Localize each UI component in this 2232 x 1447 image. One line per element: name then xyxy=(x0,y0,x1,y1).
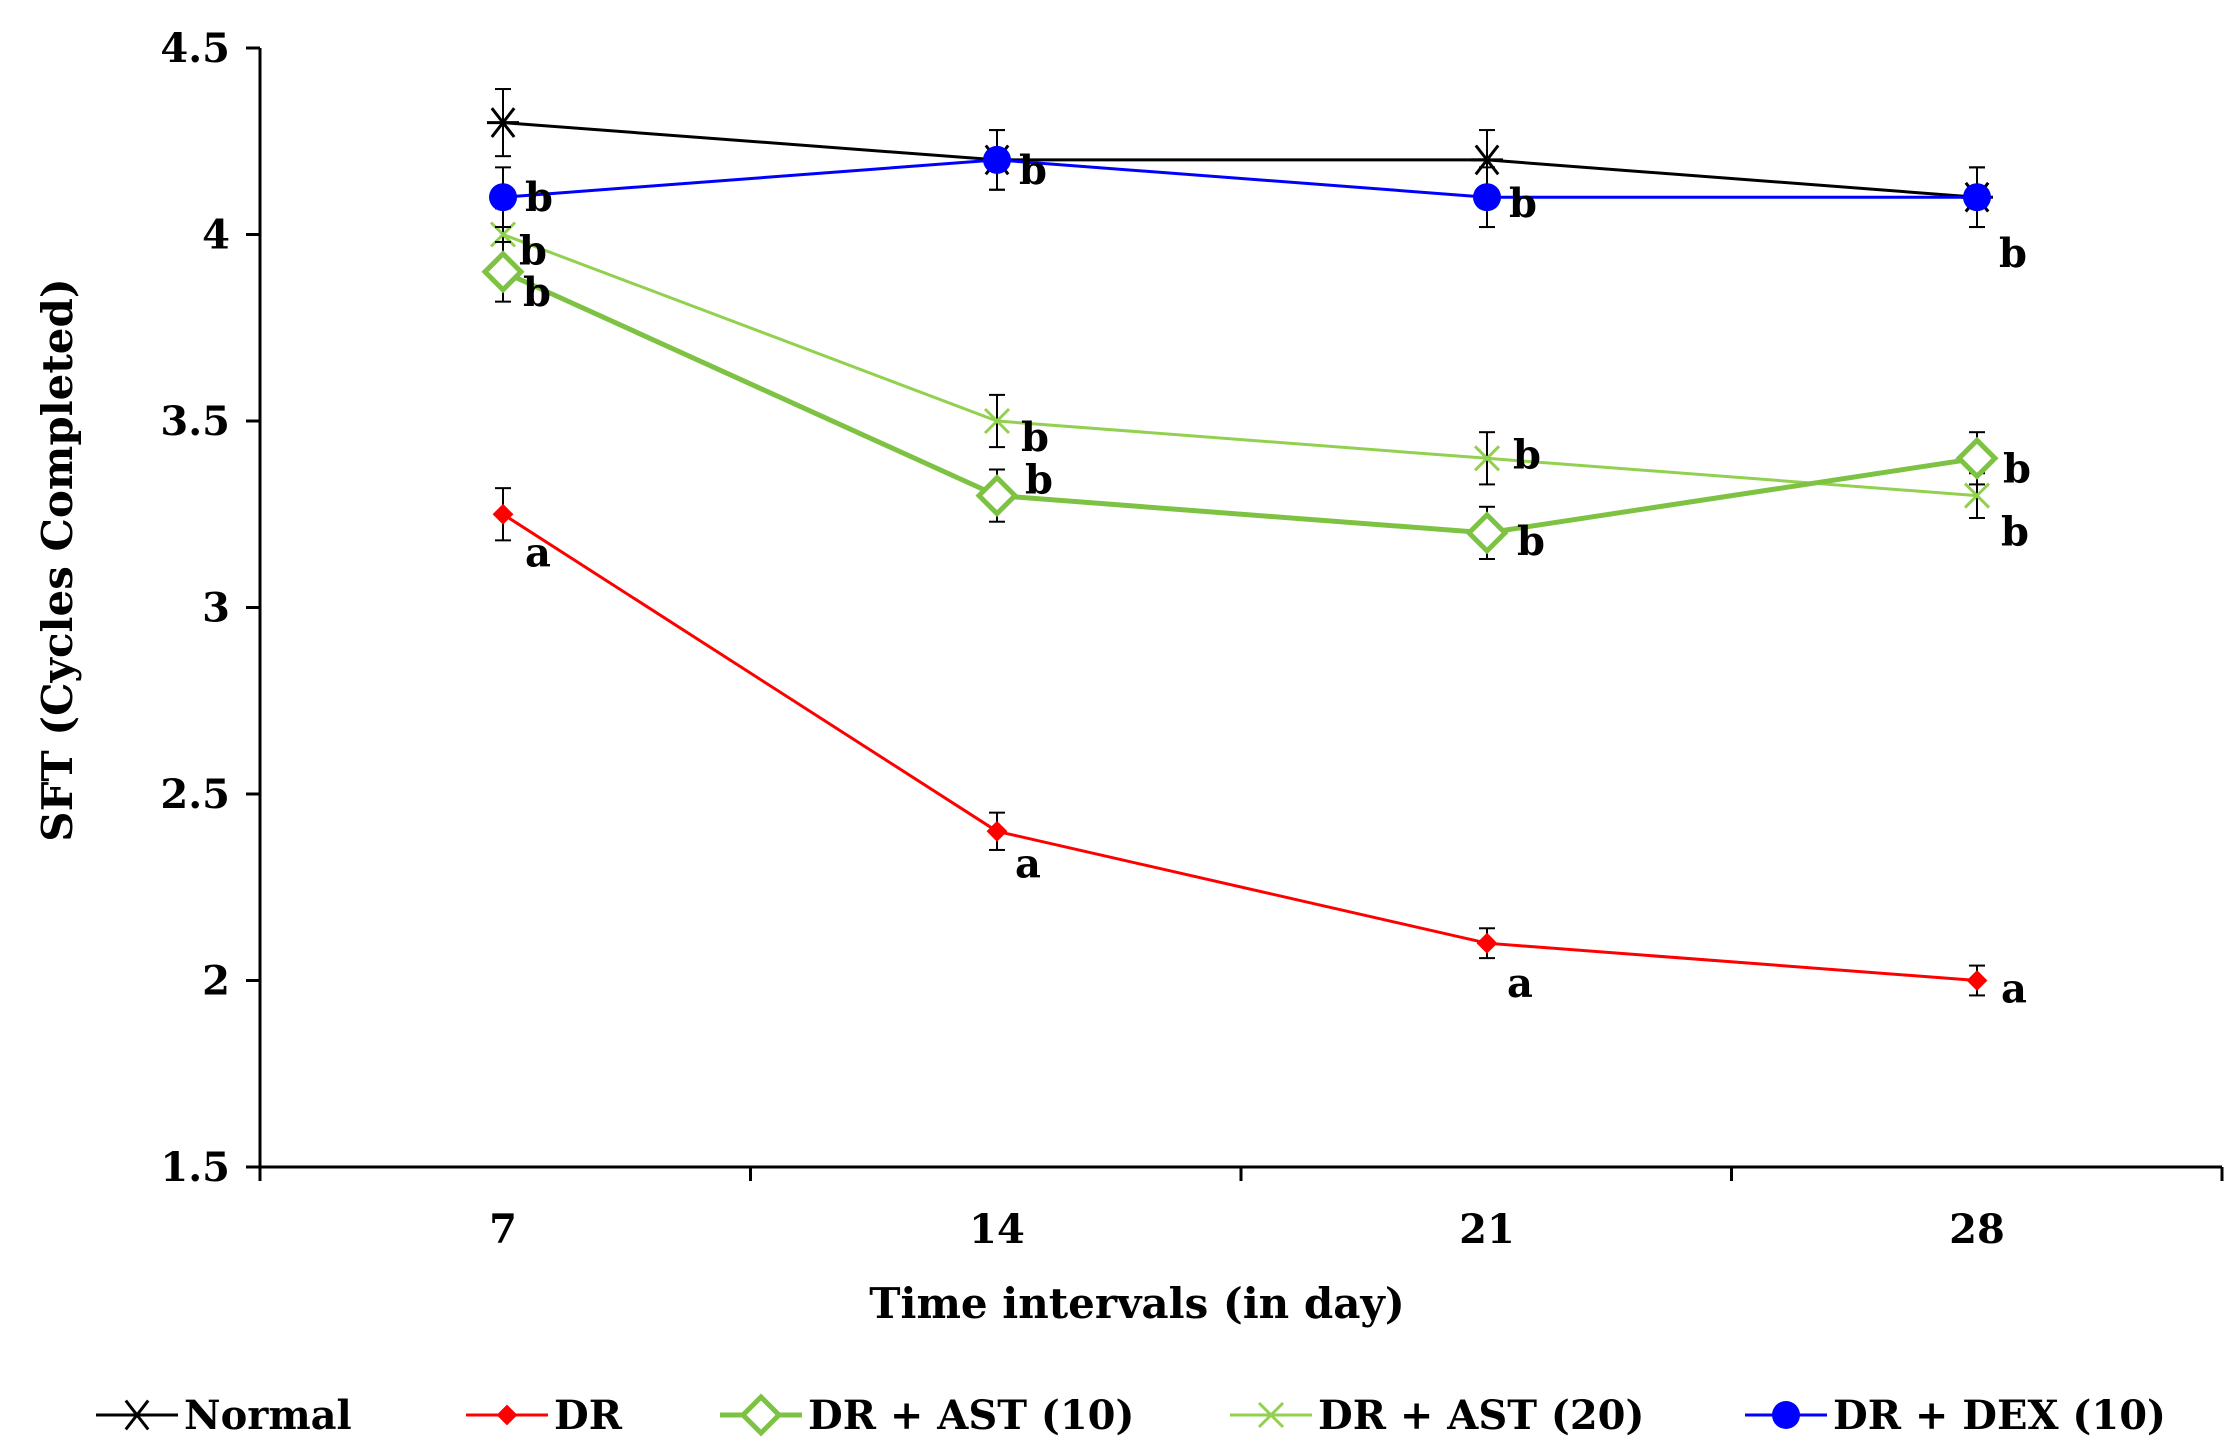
significance-label: b xyxy=(523,269,551,316)
series-line xyxy=(502,233,1978,498)
legend-item: Normal xyxy=(96,1392,352,1439)
marker-shape xyxy=(1476,932,1498,954)
legend-marker xyxy=(1257,1401,1285,1429)
legend-item: DR + AST (20) xyxy=(1230,1392,1644,1439)
y-tick-label: 1.5 xyxy=(160,1144,230,1191)
significance-label: b xyxy=(1025,457,1053,504)
significance-label: b xyxy=(2003,445,2031,492)
marker-shape xyxy=(489,183,517,212)
significance-label: b xyxy=(519,228,547,275)
data-point xyxy=(1966,970,1988,991)
data-point xyxy=(1476,932,1498,954)
axes: 1.5 2 2.5 3 3.5 4 4.5 7 14 21 28 xyxy=(160,25,2224,1253)
data-point xyxy=(983,145,1011,174)
marker-shape xyxy=(986,820,1008,842)
significance-label: b xyxy=(1019,147,1047,194)
legend-label: DR + AST (20) xyxy=(1318,1392,1644,1439)
legend-label: DR + AST (10) xyxy=(808,1392,1134,1439)
marker-shape xyxy=(1955,436,1999,480)
series-line xyxy=(502,121,1978,199)
series-dr xyxy=(492,487,1988,997)
y-axis-title: SFT (Cycles Completed) xyxy=(33,278,82,842)
series-dr-ast-10 xyxy=(481,240,1999,561)
data-point xyxy=(1963,482,1991,509)
data-point xyxy=(492,503,514,525)
marker-stroke xyxy=(1474,144,1500,176)
y-tick-label: 2.5 xyxy=(160,771,230,818)
data-point xyxy=(983,407,1011,435)
y-tick-label: 4 xyxy=(202,212,230,259)
marker-shape xyxy=(1473,183,1501,212)
series-line xyxy=(502,158,1977,199)
series-group xyxy=(481,88,1999,997)
series-dr-dex-10 xyxy=(489,129,1991,229)
series-line xyxy=(502,512,1978,982)
x-tick-label: 21 xyxy=(1459,1206,1515,1253)
significance-label: b xyxy=(2001,509,2029,556)
marker-shape xyxy=(496,1404,518,1426)
significance-label: b xyxy=(1517,518,1545,565)
legend-marker xyxy=(739,1393,783,1437)
data-point xyxy=(986,820,1008,842)
legend-marker xyxy=(121,1399,153,1431)
data-point xyxy=(1471,144,1503,176)
marker-stroke xyxy=(124,1399,150,1431)
marker-shape xyxy=(983,145,1011,174)
marker-stroke xyxy=(1963,482,1991,509)
legend-item: DR + DEX (10) xyxy=(1745,1392,2166,1439)
legend-item: DR xyxy=(466,1392,623,1439)
legend-label: DR + DEX (10) xyxy=(1833,1392,2166,1439)
series-normal xyxy=(487,88,1993,229)
marker-shape xyxy=(492,503,514,525)
x-tick-label: 28 xyxy=(1949,1206,2005,1253)
legend-marker xyxy=(1772,1401,1800,1429)
significance-label: b xyxy=(1999,230,2027,277)
y-tick-label: 3.5 xyxy=(160,398,230,445)
y-tick-label: 2 xyxy=(202,958,230,1005)
y-tick-label: 3 xyxy=(202,585,230,632)
significance-label: b xyxy=(1509,180,1537,227)
significance-label: a xyxy=(525,529,551,576)
x-axis-title: Time intervals (in day) xyxy=(869,1279,1404,1328)
data-point xyxy=(975,474,1019,518)
marker-shape xyxy=(1966,970,1988,991)
legend-label: Normal xyxy=(184,1392,352,1439)
marker-shape xyxy=(975,474,1019,518)
data-point xyxy=(1473,183,1501,212)
marker-stroke xyxy=(983,407,1011,435)
data-point xyxy=(1963,183,1991,212)
marker-stroke xyxy=(1257,1401,1285,1429)
significance-label: a xyxy=(1507,960,1533,1007)
legend-label: DR xyxy=(554,1392,623,1439)
data-point xyxy=(1473,445,1501,472)
marker-shape xyxy=(481,250,525,294)
data-point xyxy=(487,107,519,138)
significance-label: b xyxy=(1513,431,1541,478)
series-dr-ast-20 xyxy=(489,207,1991,519)
legend-marker xyxy=(496,1404,518,1426)
x-tick-label: 14 xyxy=(969,1206,1025,1253)
legend-item: DR + AST (10) xyxy=(720,1392,1134,1439)
data-point xyxy=(1465,511,1509,555)
x-tick-label: 7 xyxy=(489,1206,517,1253)
legend: Normal DR DR + AST (10) DR + AST (20) DR + D… xyxy=(96,1392,2166,1439)
data-point xyxy=(489,183,517,212)
significance-label: b xyxy=(1021,414,1049,461)
marker-shape xyxy=(1963,183,1991,212)
significance-label: a xyxy=(1015,840,1041,887)
significance-label: b xyxy=(525,174,553,221)
marker-shape xyxy=(739,1393,783,1437)
data-point xyxy=(1955,436,1999,480)
marker-shape xyxy=(1465,511,1509,555)
data-point xyxy=(481,250,525,294)
significance-label: a xyxy=(2001,966,2027,1013)
marker-shape xyxy=(1772,1401,1800,1429)
marker-stroke xyxy=(1473,445,1501,472)
y-tick-label: 4.5 xyxy=(160,25,230,72)
series-line xyxy=(501,269,1978,536)
marker-stroke xyxy=(490,107,516,138)
